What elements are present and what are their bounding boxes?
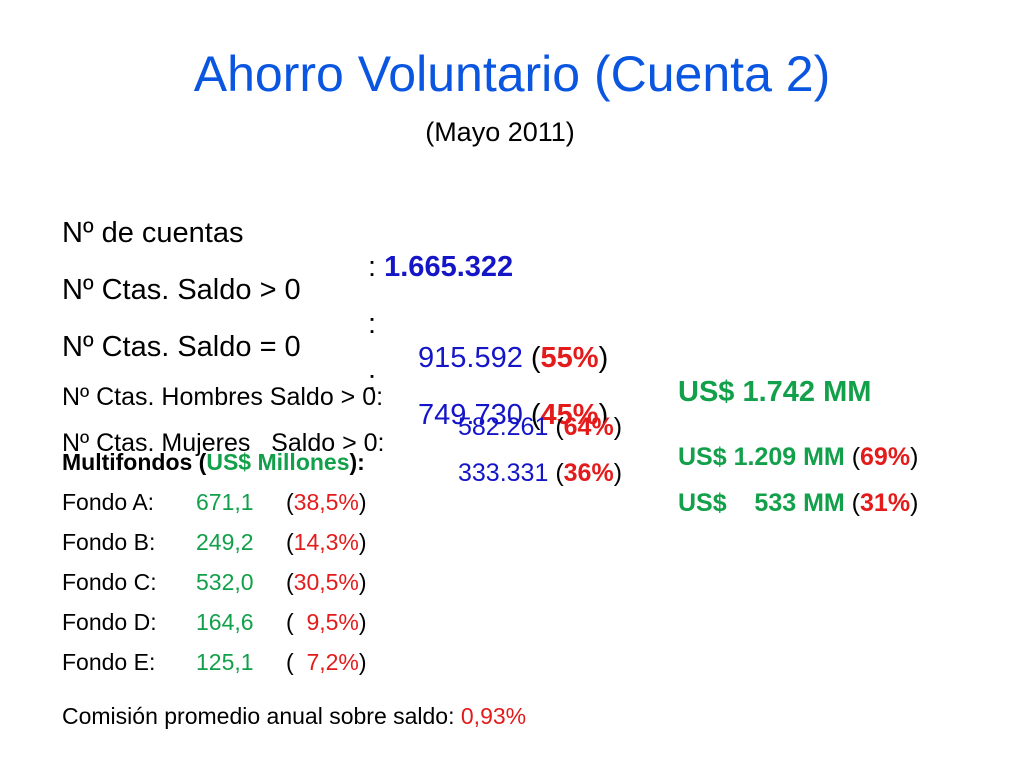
saldo-cero-value: 749.730 [418, 399, 523, 431]
row-saldo-cero: Nº Ctas. Saldo = 0 : 749.730 (45%) [62, 296, 608, 432]
mujeres-value: 333.331 [458, 459, 549, 487]
saldo-pos-pct: 55% [540, 342, 599, 374]
fondo-value: 671,1 [196, 489, 254, 515]
fondo-pct-group: (14,3%) [286, 529, 367, 555]
mujeres-pct: 36% [563, 459, 614, 487]
saldo-cero-label: Nº Ctas. Saldo = 0 [62, 331, 301, 363]
comision-value: 0,93% [460, 703, 527, 729]
fondo-value: 532,0 [196, 569, 254, 595]
cuentas-value: 1.665.322 [384, 251, 514, 283]
saldo-pos-value: 915.592 [418, 342, 523, 374]
fondo-value: 249,2 [196, 529, 254, 555]
fondo-pct: 30,5% [293, 569, 359, 595]
saldo-cero-value-group: 749.730 (45%) [418, 399, 609, 431]
saldo-cero-colon: : [368, 365, 377, 397]
row-comision: Comisión promedio anual sobre saldo: 0,9… [62, 702, 526, 730]
saldo-cero-pct: 45% [540, 399, 599, 431]
row-cuentas: Nº de cuentas : 1.665.322 [62, 182, 513, 284]
fondo-pct-group: ( 7,2%) [286, 649, 367, 675]
mujeres-usd: US$ 533 MM [678, 489, 845, 517]
multifondos-unit: US$ Millones [206, 449, 350, 475]
cuentas-colon: : 1.665.322 [368, 251, 514, 283]
fondo-value: 164,6 [196, 609, 254, 635]
saldo-pos-colon: : [368, 308, 377, 340]
fondo-label: Fondo C: [62, 569, 157, 595]
row-hombres: Nº Ctas. Hombres Saldo > 0: 582.261 (64%… [62, 352, 918, 472]
mujeres-usd-group: US$ 533 MM (31%) [678, 489, 919, 517]
fondo-label: Fondo A: [62, 489, 155, 515]
comision-label: Comisión promedio anual sobre saldo: [62, 703, 455, 729]
row-saldo-positivo: Nº Ctas. Saldo > 0 : 915.592 (55%) US$ 1… [62, 239, 871, 409]
slide-title: Ahorro Voluntario (Cuenta 2) [193, 46, 831, 102]
fondo-label: Fondo B: [62, 529, 156, 555]
fondo-pct: 9,5% [293, 609, 359, 635]
saldo-pos-usd: US$ 1.742 MM [678, 376, 872, 408]
mujeres-value-group: 333.331 (36%) [458, 459, 623, 487]
hombres-value: 582.261 [458, 413, 549, 441]
cuentas-label: Nº de cuentas [62, 217, 244, 249]
fondo-value: 125,1 [196, 649, 254, 675]
mujeres-usd-pct: 31% [860, 489, 911, 517]
fondo-pct: 14,3% [293, 529, 359, 555]
row-mujeres: Nº Ctas. Mujeres Saldo > 0: 333.331 (36%… [62, 398, 918, 518]
saldo-pos-value-group: 915.592 (55%) [418, 342, 609, 374]
hombres-usd-pct: 69% [860, 443, 911, 471]
fondo-pct: 7,2% [293, 649, 359, 675]
mujeres-label: Nº Ctas. Mujeres Saldo > 0: [62, 429, 385, 457]
fondo-pct-group: ( 9,5%) [286, 609, 367, 635]
hombres-label: Nº Ctas. Hombres Saldo > 0: [62, 383, 384, 411]
fondo-pct: 38,5% [293, 489, 359, 515]
saldo-pos-label: Nº Ctas. Saldo > 0 [62, 274, 301, 306]
fondo-pct-group: (30,5%) [286, 569, 367, 595]
multifondos-heading: Multifondos (US$ Millones): [62, 449, 365, 475]
hombres-value-group: 582.261 (64%) [458, 413, 623, 441]
hombres-pct: 64% [563, 413, 614, 441]
fondo-pct-group: (38,5%) [286, 489, 367, 515]
hombres-usd-group: US$ 1.209 MM (69%) [678, 443, 919, 471]
fondo-label: Fondo D: [62, 609, 157, 635]
fondo-label: Fondo E: [62, 649, 156, 675]
slide-subtitle: (Mayo 2011) [425, 117, 575, 147]
hombres-usd: US$ 1.209 MM [678, 443, 845, 471]
